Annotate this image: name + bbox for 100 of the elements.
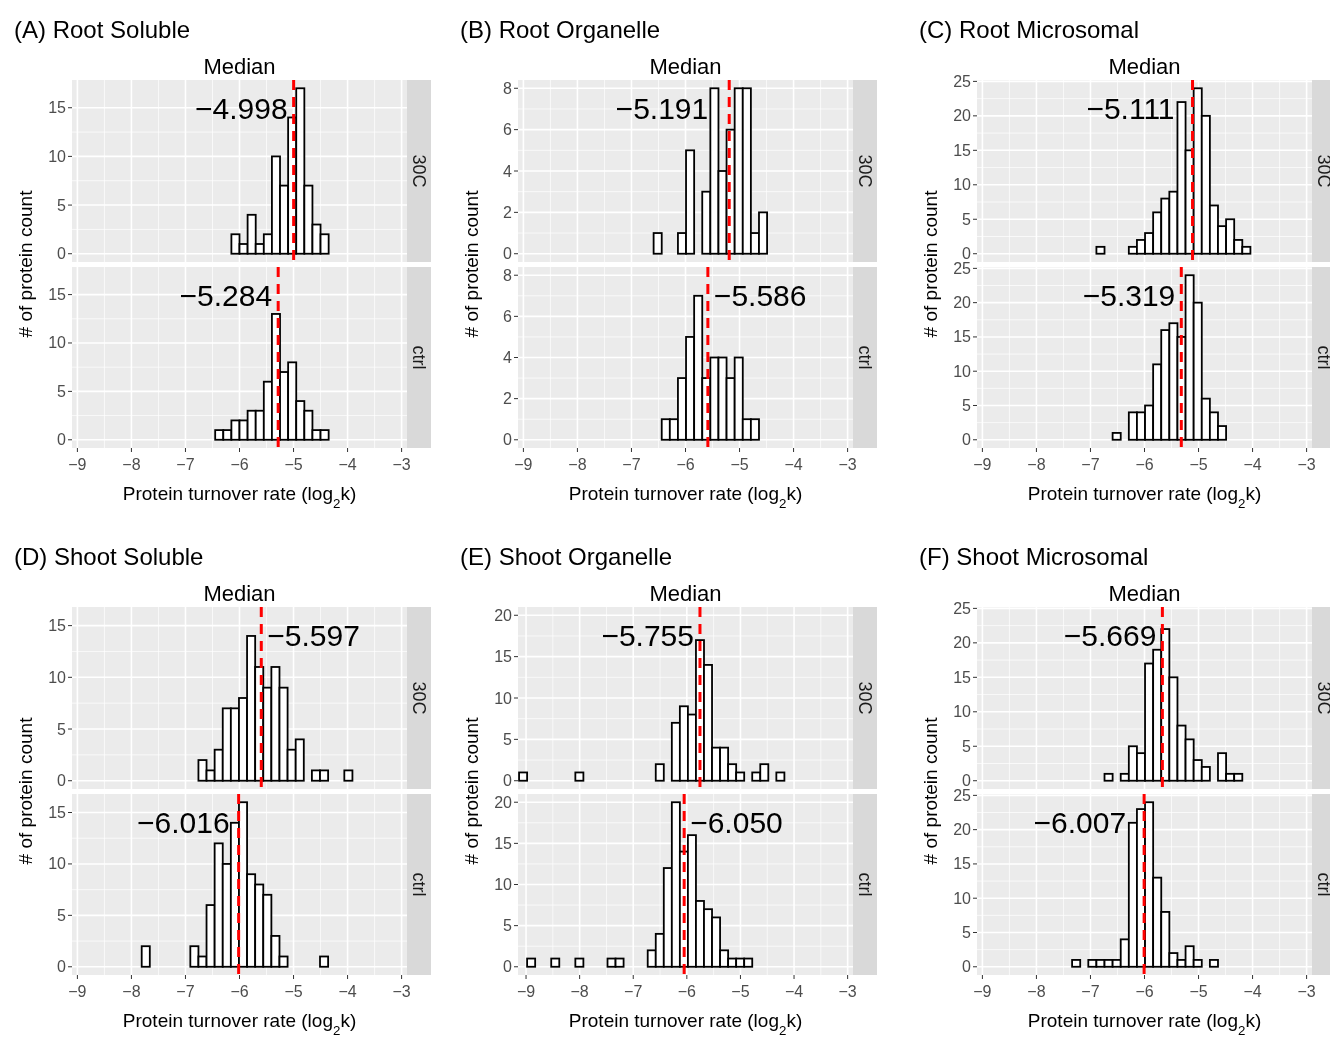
y-tick-label: 15 — [494, 834, 513, 852]
y-axis-title: # of protein count — [15, 716, 36, 865]
y-axis-title: # of protein count — [920, 189, 941, 338]
chart-title: (B) Root Organelle — [460, 16, 661, 43]
y-tick-label: 0 — [57, 958, 67, 976]
chart-subtitle: Median — [203, 54, 276, 79]
y-tick-label: 15 — [494, 648, 513, 666]
y-tick-label: 0 — [503, 772, 513, 790]
y-tick-label: 6 — [503, 121, 513, 139]
y-tick-label: 0 — [57, 245, 67, 263]
y-tick-label: 4 — [503, 162, 513, 180]
ref-line-label: −6.050 — [690, 805, 783, 839]
y-axis-title: # of protein count — [461, 716, 482, 865]
y-tick-label: 8 — [503, 79, 513, 97]
x-tick-label: −4 — [1243, 982, 1262, 1000]
y-tick-label: 10 — [494, 689, 513, 707]
y-tick-label: 15 — [953, 328, 972, 346]
y-tick-label: 6 — [503, 307, 513, 325]
x-tick-label: −9 — [514, 455, 533, 473]
x-axis-title: Protein turnover rate (log$_{2}$k) — [1027, 483, 1262, 511]
x-tick-label: −6 — [677, 982, 697, 1000]
y-tick-label: 10 — [953, 889, 972, 907]
x-tick-label: −4 — [338, 982, 357, 1000]
x-tick-label: −9 — [68, 982, 87, 1000]
text: 30C — [409, 681, 429, 715]
y-tick-label: 0 — [57, 431, 67, 449]
chart-subtitle: Median — [1108, 581, 1181, 606]
x-tick-label: −8 — [1027, 455, 1046, 473]
text: 30C — [1314, 154, 1330, 188]
chart-title: (E) Shoot Organelle — [460, 543, 673, 570]
y-tick-label: 10 — [953, 703, 972, 721]
y-tick-label: 2 — [503, 203, 513, 221]
x-tick-label: −7 — [1081, 982, 1100, 1000]
x-tick-label: −6 — [230, 455, 249, 473]
x-tick-label: −3 — [1297, 982, 1316, 1000]
ref-line-label: −4.998 — [195, 91, 288, 125]
ref-line-label: −5.284 — [179, 278, 273, 312]
ref-line-label: −6.007 — [1033, 805, 1127, 839]
x-tick-label: −6 — [676, 455, 695, 473]
x-tick-label: −3 — [1297, 455, 1316, 473]
x-tick-label: −9 — [973, 455, 992, 473]
y-tick-label: 5 — [57, 382, 67, 400]
x-tick-label: −3 — [392, 455, 411, 473]
x-tick-label: −5 — [284, 982, 303, 1000]
y-tick-label: 5 — [57, 196, 67, 214]
y-tick-label: 10 — [48, 668, 67, 686]
y-tick-label: 10 — [48, 334, 67, 352]
ref-line-label: −5.597 — [267, 618, 360, 652]
x-axis-title: Protein turnover rate (log$_{2}$k) — [122, 1010, 357, 1038]
x-tick-label: −9 — [516, 982, 536, 1000]
y-tick-label: 15 — [48, 617, 67, 635]
y-tick-label: 15 — [48, 286, 67, 304]
x-tick-label: −3 — [392, 982, 411, 1000]
y-tick-label: 5 — [962, 210, 972, 228]
text: ctrl — [409, 345, 429, 370]
chart-subtitle: Median — [1108, 54, 1181, 79]
y-tick-label: 10 — [953, 362, 972, 380]
y-tick-label: 20 — [953, 634, 972, 652]
y-axis-title: # of protein count — [15, 189, 36, 338]
ref-line-label: −5.191 — [615, 91, 709, 125]
chart-title: (F) Shoot Microsomal — [919, 543, 1149, 570]
chart-subtitle: Median — [203, 581, 276, 606]
ref-line-label: −5.319 — [1082, 278, 1176, 312]
y-tick-label: 15 — [48, 99, 67, 117]
x-tick-label: −8 — [570, 982, 589, 1000]
x-axis-title: Protein turnover rate (log$_{2}$k) — [1027, 1010, 1262, 1038]
y-tick-label: 5 — [503, 730, 513, 748]
y-tick-label: 4 — [503, 349, 513, 366]
x-tick-label: −9 — [973, 982, 992, 1000]
x-tick-label: −7 — [176, 982, 195, 1000]
text: ctrl — [855, 345, 875, 370]
text: ctrl — [409, 872, 429, 897]
y-tick-label: 25 — [953, 599, 972, 617]
y-tick-label: 5 — [962, 737, 972, 755]
x-tick-label: −8 — [122, 982, 141, 1000]
chart-subtitle: Median — [649, 581, 722, 606]
x-tick-label: −8 — [568, 455, 587, 473]
text: 30C — [855, 154, 875, 188]
y-axis-title: # of protein count — [920, 716, 941, 865]
y-tick-label: 5 — [962, 923, 972, 941]
y-tick-label: 20 — [953, 107, 972, 125]
y-tick-label: 0 — [962, 958, 972, 976]
x-tick-label: −5 — [730, 455, 749, 473]
ref-line-label: −5.669 — [1063, 618, 1157, 652]
y-tick-label: 5 — [57, 906, 67, 924]
x-tick-label: −5 — [1189, 455, 1208, 473]
x-tick-label: −7 — [176, 455, 195, 473]
x-tick-label: −5 — [284, 455, 303, 473]
text: ctrl — [855, 872, 875, 897]
y-tick-label: 0 — [503, 958, 513, 976]
y-tick-label: 15 — [953, 668, 972, 686]
x-tick-label: −5 — [731, 982, 750, 1000]
x-tick-label: −7 — [1081, 455, 1100, 473]
ref-line-label: −5.111 — [1086, 91, 1175, 125]
x-tick-label: −4 — [784, 455, 803, 473]
x-axis-title: Protein turnover rate (log$_{2}$k) — [568, 1010, 803, 1038]
y-tick-label: 20 — [494, 793, 513, 811]
x-tick-label: −3 — [838, 982, 857, 1000]
y-tick-label: 10 — [494, 876, 513, 893]
text: 30C — [409, 154, 429, 188]
